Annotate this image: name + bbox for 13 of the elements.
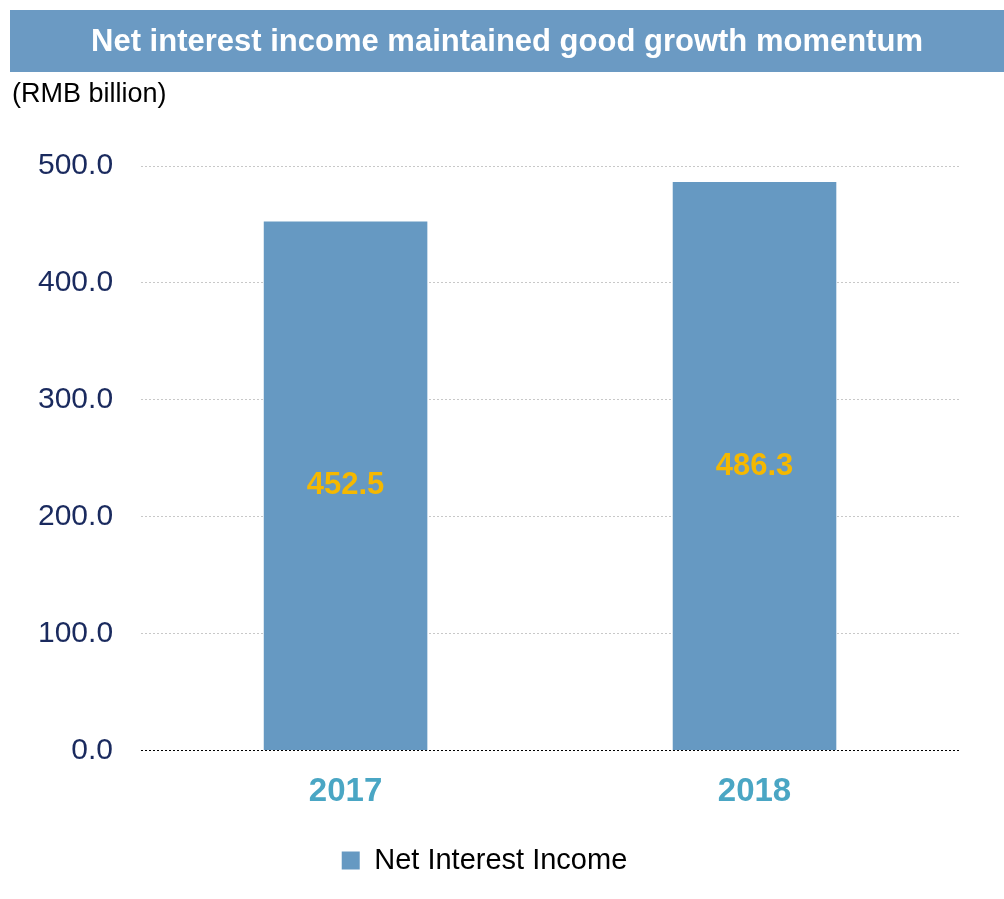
chart-title: Net interest income maintained good growth momentum (10, 10, 1004, 72)
y-tick-label: 400.0 (38, 264, 114, 298)
y-tick-label: 0.0 (71, 731, 114, 765)
y-tick-label: 500.0 (38, 147, 114, 181)
y-tick-label: 300.0 (38, 381, 114, 415)
y-axis-title: (RMB billion) (12, 78, 167, 109)
y-tick-label: 200.0 (38, 497, 114, 531)
y-tick-label: 100.0 (38, 614, 114, 648)
legend-label: Net Interest Income (374, 842, 628, 875)
x-tick-label: 2017 (308, 771, 383, 809)
x-tick-label: 2018 (717, 771, 792, 809)
data-label: 486.3 (715, 446, 794, 482)
data-label: 452.5 (306, 466, 385, 502)
